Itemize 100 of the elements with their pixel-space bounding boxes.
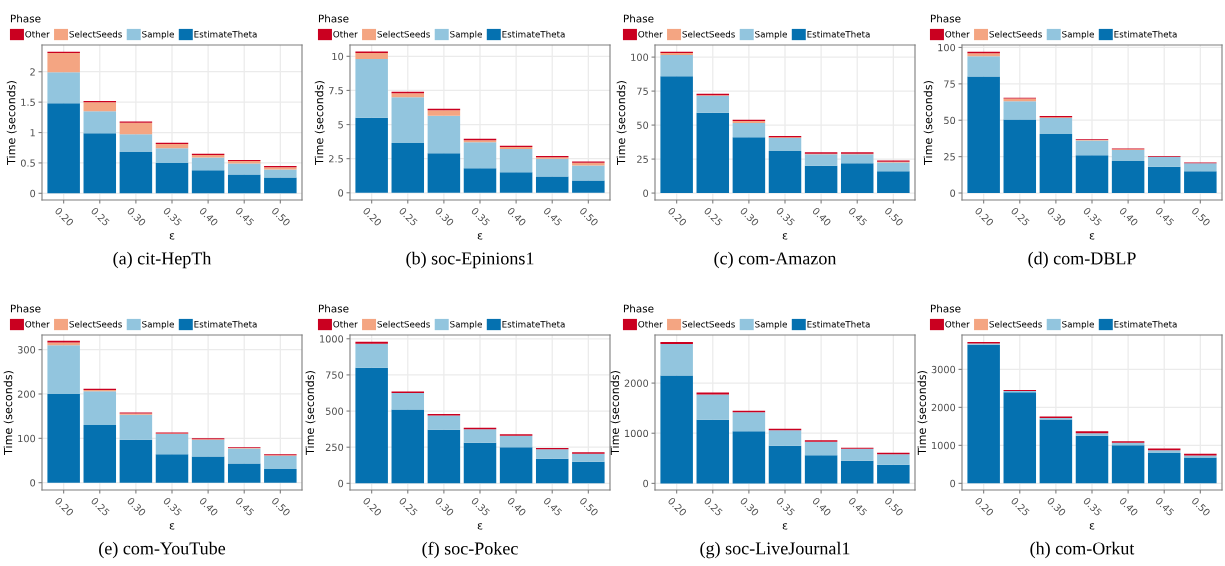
y-tick-label: 75 [944,80,955,88]
legend-label: EstimateTheta [502,320,565,328]
text: (f) soc-Pokec [422,541,518,559]
y-tick-label: 1000 [932,441,956,450]
y-tick-label: 100 [631,53,649,61]
y-tick-label: 0.5 [20,159,35,167]
y-tick-label: 50 [637,121,649,129]
y-tick-label: 100 [938,43,956,52]
y-tick-label: 0 [30,479,36,487]
legend-label: SelectSeeds [682,320,735,328]
y-tick-label: 75 [637,87,648,95]
y-tick-label: 50 [944,116,956,125]
legend-label: EstimateTheta [807,320,870,328]
y-tick-label: 300 [17,346,36,354]
y-tick-label: 100 [18,434,36,443]
y-tick-label: 25 [944,153,955,161]
x-axis-title: ε [477,233,483,240]
legend-title: Phase [10,14,41,23]
text: (d) com-DBLP [1028,251,1136,269]
legend-label: EstimateTheta [194,30,257,38]
legend-label: Sample [142,30,174,40]
y-tick-label: 10 [332,52,344,61]
y-axis-title: Time (seconds) [305,371,316,455]
legend-label: SelectSeeds [69,30,122,38]
y-tick-label: 5 [338,121,343,129]
legend-label: Other [25,320,50,328]
y-tick-label: 1000 [625,429,649,438]
y-axis-title: Time (seconds) [314,81,325,165]
series-label: Other [945,320,970,328]
y-axis-title: Time (seconds) [6,81,17,165]
series-label: Other [945,30,970,38]
series-label: Other [333,320,358,328]
y-axis-title: Time (seconds) [610,371,621,455]
y-tick-label: 250 [325,443,344,452]
y-tick-label: 7.5 [329,87,343,95]
series-label: Other [638,320,663,328]
y-axis-title: Time (seconds) [3,371,14,455]
y-tick-label: 1 [30,129,35,137]
text: (e) com-YouTube [99,541,226,559]
legend-title: Phase [318,14,349,23]
legend-label: EstimateTheta [502,30,565,38]
text: (b) soc-Epinions1 [406,251,534,269]
y-tick-label: 750 [325,371,344,379]
x-axis-title: ε [477,523,483,530]
x-axis-title: ε [782,233,788,240]
legend-label: Other [25,30,50,38]
legend-label: Sample [1062,320,1094,330]
legend-label: SelectSeeds [989,320,1042,328]
x-axis-title: ε [782,523,788,530]
y-axis-title: Time (seconds) [917,371,928,455]
x-axis-title: ε [169,233,175,240]
y-tick-label: 0 [643,189,649,197]
y-tick-label: 500 [325,407,344,415]
y-tick-label: 0 [338,479,344,488]
y-tick-label: 2000 [624,379,649,387]
legend-label: EstimateTheta [1114,30,1177,38]
legend-label: SelectSeeds [377,320,430,328]
y-tick-label: 1.5 [21,98,35,106]
legend-title: Phase [623,304,654,313]
y-tick-label: 2 [30,68,35,76]
y-axis-title: Time (seconds) [923,81,934,165]
text: (c) com-Amazon [714,251,837,269]
y-axis-title: Time (seconds) [616,81,627,165]
y-tick-label: 1000 [320,335,344,343]
legend-title: Phase [10,304,41,313]
legend-label: SelectSeeds [682,30,735,38]
y-tick-label: 0 [643,479,649,488]
y-tick-label: 0 [30,189,36,198]
y-tick-label: 0 [950,479,956,488]
legend-title: Phase [930,14,961,23]
legend-label: EstimateTheta [807,30,870,38]
y-tick-label: 2000 [931,403,956,412]
legend-label: EstimateTheta [1114,320,1177,328]
y-tick-label: 0 [338,189,344,197]
legend-label: SelectSeeds [989,30,1042,38]
series-label: Other [333,30,358,38]
legend-label: Sample [450,30,482,40]
legend-title: Phase [930,304,961,313]
y-tick-label: 3000 [931,365,956,374]
legend-title: Phase [318,304,349,313]
legend-label: Sample [755,30,787,40]
legend-title: Phase [623,14,654,23]
legend-label: Sample [142,320,174,330]
legend-label: Sample [1062,30,1094,40]
text: (g) soc-LiveJournal1 [700,541,850,559]
x-axis-title: ε [169,523,175,530]
legend-label: EstimateTheta [194,320,257,328]
text: (a) cit-HepTh [113,251,212,269]
y-tick-label: 2.5 [329,155,343,163]
y-tick-label: 200 [17,390,36,398]
x-axis-title: ε [1089,523,1095,530]
legend-label: SelectSeeds [69,320,122,328]
series-label: Other [638,30,663,38]
legend-label: Sample [450,320,482,330]
x-axis-title: ε [1089,233,1095,240]
text: (h) com-Orkut [1030,541,1135,559]
legend-label: Sample [755,320,787,330]
y-tick-label: 25 [637,155,648,163]
y-tick-label: 0 [950,189,956,197]
legend-label: SelectSeeds [377,30,430,38]
